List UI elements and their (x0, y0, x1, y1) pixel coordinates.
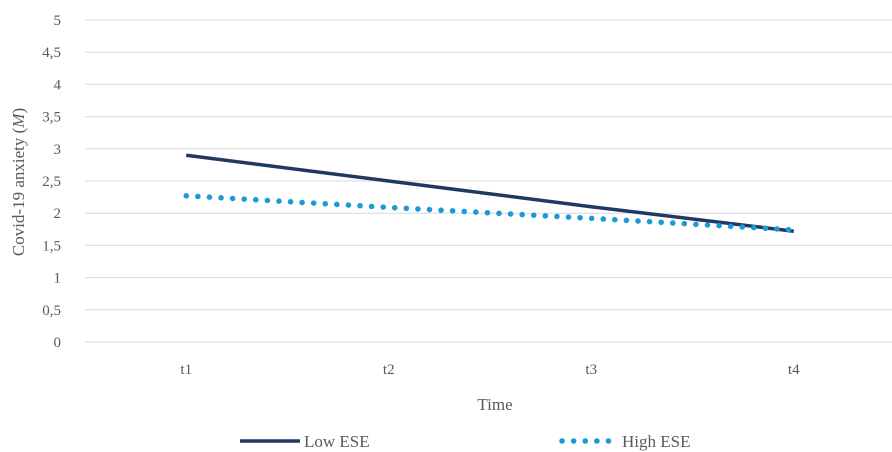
gridlines (85, 19, 892, 343)
series-line-high-ese (183, 193, 797, 233)
series-layer (183, 153, 797, 233)
y-tick-label: 1 (54, 271, 62, 287)
legend-label: High ESE (622, 432, 690, 451)
x-tick-label: t3 (585, 362, 597, 378)
y-tick-label: 1,5 (42, 238, 61, 254)
x-tick-label: t2 (383, 362, 395, 378)
x-axis-title: Time (477, 395, 512, 414)
legend-label: Low ESE (304, 432, 370, 451)
y-axis-title-suffix: ) (9, 108, 28, 114)
y-axis-title-italic: M (9, 113, 28, 129)
x-axis-ticks: t1 t2 t3 t4 (180, 362, 800, 378)
y-axis-ticks: 0 0,5 1 1,5 2 2,5 3 3,5 4 4,5 5 (42, 13, 61, 351)
x-tick-label: t4 (788, 362, 800, 378)
y-tick-label: 0 (54, 335, 62, 351)
y-axis-title-prefix: Covid-19 anxiety ( (9, 127, 28, 256)
y-tick-label: 3,5 (42, 110, 61, 126)
x-tick-label: t1 (180, 362, 192, 378)
y-axis-title: Covid-19 anxiety (M) (9, 108, 28, 256)
y-tick-label: 4 (54, 77, 62, 93)
series-line-low-ese (186, 153, 794, 233)
y-tick-label: 0,5 (42, 303, 61, 319)
legend: Low ESE High ESE (240, 432, 690, 451)
y-tick-label: 3 (54, 142, 62, 158)
y-tick-label: 5 (54, 13, 62, 29)
y-tick-label: 2,5 (42, 174, 61, 190)
y-tick-label: 4,5 (42, 45, 61, 61)
y-tick-label: 2 (54, 206, 62, 222)
